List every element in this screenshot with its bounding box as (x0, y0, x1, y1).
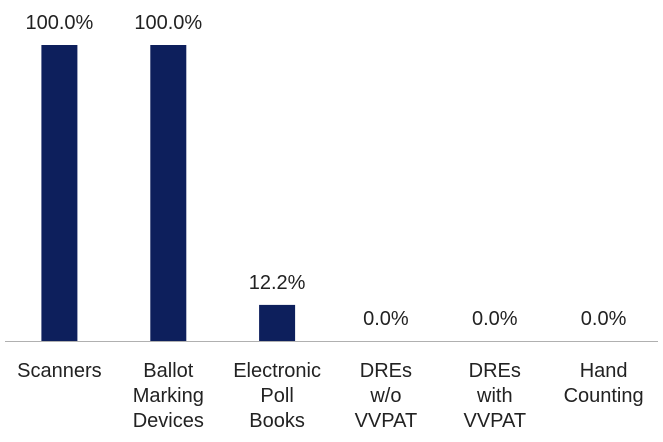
category-label-line: Electronic (233, 360, 321, 382)
category-label-line: Counting (564, 385, 644, 407)
category-label-electronic-poll-books: Electronic Poll Books (233, 360, 321, 432)
data-label-hand-counting: 0.0% (581, 308, 627, 330)
bar-electronic-poll-books (259, 304, 296, 341)
category-label-hand-counting: Hand Counting (564, 360, 644, 407)
data-labels-layer: 100.0% 100.0% 12.2% 0.0% 0.0% 0.0% (25, 12, 626, 330)
category-label-line: Scanners (17, 360, 102, 382)
bars-layer (41, 45, 296, 341)
category-label-line: with (476, 385, 513, 407)
category-label-line: Poll (260, 385, 293, 407)
category-label-dres-with-vvpat: DREs with VVPAT (463, 360, 526, 432)
category-label-line: Ballot (143, 360, 193, 382)
category-label-ballot-marking-devices: Ballot Marking Devices (133, 360, 204, 432)
data-label-dres-with-vvpat: 0.0% (472, 308, 518, 330)
category-label-line: VVPAT (355, 410, 418, 432)
data-label-electronic-poll-books: 12.2% (249, 272, 306, 294)
category-label-line: Marking (133, 385, 204, 407)
data-label-scanners: 100.0% (25, 12, 93, 34)
category-label-line: Books (249, 410, 305, 432)
category-label-line: Devices (133, 410, 204, 432)
data-label-dres-w-o-vvpat: 0.0% (363, 308, 409, 330)
data-label-ballot-marking-devices: 100.0% (134, 12, 202, 34)
bar-scanners (41, 45, 78, 341)
category-label-line: DREs (360, 360, 412, 382)
category-label-scanners: Scanners (17, 360, 102, 382)
category-labels-layer: Scanners Ballot Marking Devices Electronic Po… (17, 360, 643, 432)
category-label-line: VVPAT (463, 410, 526, 432)
category-label-line: DREs (469, 360, 521, 382)
bar-ballot-marking-devices (150, 45, 187, 341)
category-label-line: Hand (580, 360, 628, 382)
category-label-dres-w-o-vvpat: DREs w/o VVPAT (355, 360, 418, 432)
category-label-line: w/o (369, 385, 401, 407)
